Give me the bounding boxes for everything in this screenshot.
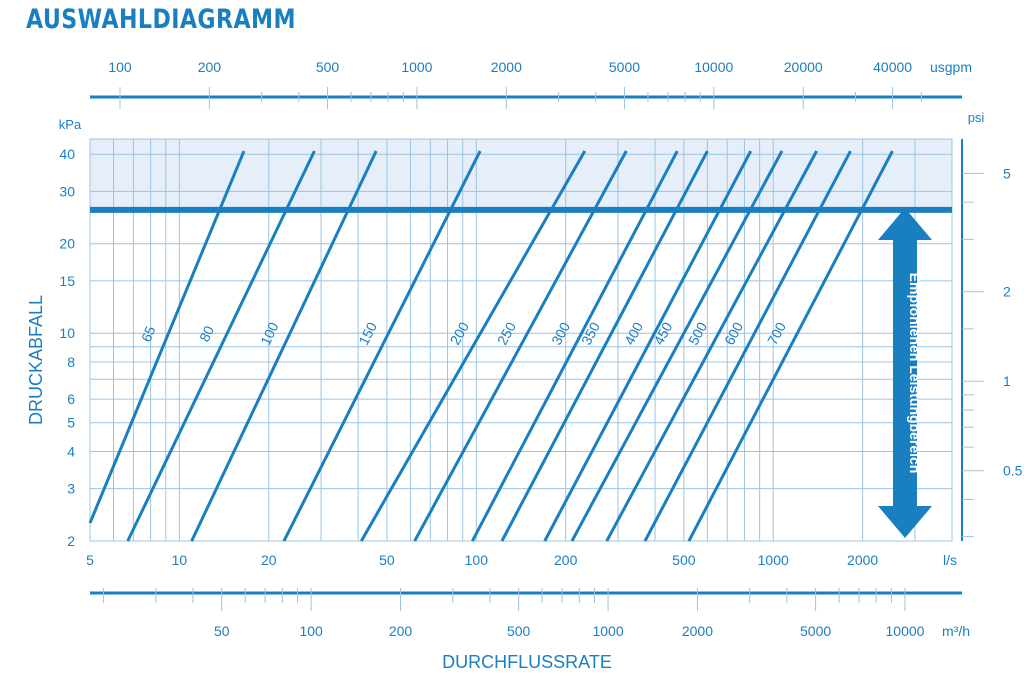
bottom-tick-label: 5000 [800, 623, 831, 639]
grid [89, 138, 953, 542]
x-tick-label: 200 [554, 552, 578, 568]
x-tick-label: 10 [172, 552, 188, 568]
right-unit-label: psi [968, 110, 985, 125]
series-line-450 [570, 150, 784, 542]
top-unit-label: usgpm [930, 59, 972, 75]
y-tick-label: 4 [67, 444, 75, 460]
top-tick-label: 1000 [401, 59, 432, 75]
series-label-200: 200 [447, 319, 473, 347]
top-tick-label: 20000 [784, 59, 823, 75]
y-tick-label: 15 [59, 273, 75, 289]
bottom-tick-label: 500 [507, 623, 531, 639]
top-tick-label: 500 [316, 59, 340, 75]
y-tick-label: 8 [67, 354, 75, 370]
series-line-600 [643, 150, 852, 542]
top-tick-label: 5000 [609, 59, 640, 75]
series-line-500 [605, 150, 818, 542]
series-line-65 [88, 150, 246, 524]
series-label-100: 100 [257, 320, 282, 348]
x-unit-label: l/s [943, 552, 957, 568]
overlay: Empfohlenen Leistungbereich [90, 206, 952, 538]
top-tick-label: 40000 [873, 59, 912, 75]
recommended-range-label: Empfohlenen Leistungbereich [907, 273, 923, 474]
series-label-150: 150 [355, 319, 380, 347]
y-tick-label: 20 [59, 236, 75, 252]
series-label-450: 450 [650, 319, 675, 347]
right-tick-label: 0.5 [1003, 463, 1023, 479]
bottom-tick-label: 100 [299, 623, 323, 639]
x-axis-title: DURCHFLUSSRATE [442, 652, 612, 672]
bottom-tick-label: 1000 [592, 623, 623, 639]
axes: 5 10 20 50 100 200 500 1000 2000 l/s2345681015203… [26, 59, 1023, 672]
x-tick-label: 2000 [847, 552, 878, 568]
series-label-700: 700 [764, 319, 789, 347]
series-line-700 [687, 150, 894, 542]
bottom-unit-label: m³/h [942, 623, 970, 639]
y-tick-label: 5 [67, 415, 75, 431]
x-tick-label: 50 [379, 552, 395, 568]
series-lines: 65 80 100 150 200 250 300 350 400 450 500 600 700 [88, 150, 894, 542]
series-label-400: 400 [621, 319, 646, 347]
right-tick-label: 2 [1003, 284, 1011, 300]
y-axis-title: DRUCKABFALL [26, 295, 46, 425]
x-tick-label: 100 [465, 552, 489, 568]
series-line-350 [500, 150, 709, 542]
y-unit-label: kPa [59, 117, 82, 132]
series-label-80: 80 [196, 323, 217, 344]
bottom-tick-label: 2000 [682, 623, 713, 639]
y-tick-label: 40 [59, 146, 75, 162]
bottom-tick-label: 10000 [886, 623, 925, 639]
range-arrow-head-down [878, 506, 932, 538]
y-tick-label: 2 [67, 533, 75, 549]
plot-border [89, 138, 953, 542]
y-tick-label: 6 [67, 391, 75, 407]
series-line-400 [543, 150, 753, 542]
series-line-250 [413, 150, 628, 542]
y-tick-label: 30 [59, 183, 75, 199]
x-tick-label: 20 [261, 552, 277, 568]
bottom-tick-label: 50 [214, 623, 230, 639]
top-tick-label: 200 [198, 59, 222, 75]
x-tick-label: 1000 [758, 552, 789, 568]
series-line-150 [282, 150, 482, 542]
y-tick-label: 3 [67, 481, 75, 497]
range-arrow-head-up [878, 208, 932, 240]
series-line-100 [190, 150, 378, 542]
right-tick-label: 5 [1003, 165, 1011, 181]
series-label-350: 350 [578, 319, 603, 347]
top-tick-label: 10000 [694, 59, 733, 75]
chart-title: AUSWAHLDIAGRAMM [26, 4, 296, 35]
bottom-tick-label: 200 [389, 623, 413, 639]
series-label-250: 250 [494, 319, 519, 347]
shaded-region [90, 139, 952, 210]
series-line-80 [126, 150, 316, 542]
right-tick-label: 1 [1003, 373, 1011, 389]
y-tick-label: 10 [59, 325, 75, 341]
x-tick-label: 5 [86, 552, 94, 568]
series-label-65: 65 [138, 323, 159, 344]
series-line-300 [471, 150, 679, 542]
shaded-area [90, 139, 952, 210]
top-tick-label: 2000 [491, 59, 522, 75]
series-line-200 [360, 150, 587, 542]
top-tick-label: 100 [108, 59, 132, 75]
x-tick-label: 500 [672, 552, 696, 568]
series-label-300: 300 [548, 319, 573, 347]
range-arrow-shaft [893, 238, 917, 508]
